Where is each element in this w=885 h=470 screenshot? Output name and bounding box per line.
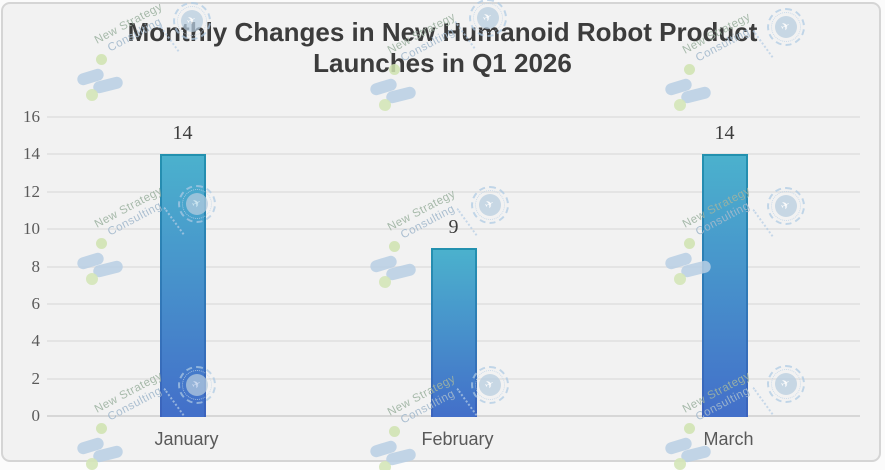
gridline-y16 — [47, 116, 860, 118]
bar-january — [159, 154, 206, 417]
gridline-y12 — [47, 190, 860, 193]
bar-value-label: 14 — [714, 122, 735, 145]
bar-value-label: 9 — [448, 215, 459, 238]
y-axis-tick-label: 2 — [31, 368, 41, 388]
x-axis-category-label: March — [703, 429, 754, 449]
gridline-y14 — [47, 153, 860, 156]
chart-title-line2: Launches in Q1 2026 — [313, 48, 572, 78]
y-axis-tick-label: 12 — [23, 181, 40, 201]
bar-february — [430, 247, 477, 417]
y-axis-tick-label: 4 — [31, 331, 41, 351]
y-axis-tick-label: 16 — [23, 107, 40, 126]
y-axis-tick-label: 8 — [31, 256, 41, 276]
y-axis-tick-label: 6 — [31, 293, 41, 313]
y-axis-tick-label: 10 — [23, 219, 40, 239]
x-axis-category-label: February — [421, 429, 494, 449]
gridline-y10 — [47, 228, 860, 231]
chart-title-line1: Monthly Changes in New Humanoid Robot Pr… — [127, 17, 758, 47]
y-axis-tick-label: 0 — [31, 406, 41, 425]
bar-fill — [161, 156, 204, 417]
y-axis-tick-label: 14 — [23, 144, 40, 164]
bar-march — [701, 154, 748, 417]
bar-fill — [432, 249, 475, 417]
bar-value-label: 14 — [172, 122, 193, 145]
bar-fill — [703, 156, 746, 417]
x-axis-category-label: January — [154, 429, 219, 449]
chart-title: Monthly Changes in New Humanoid Robot Pr… — [0, 17, 885, 79]
